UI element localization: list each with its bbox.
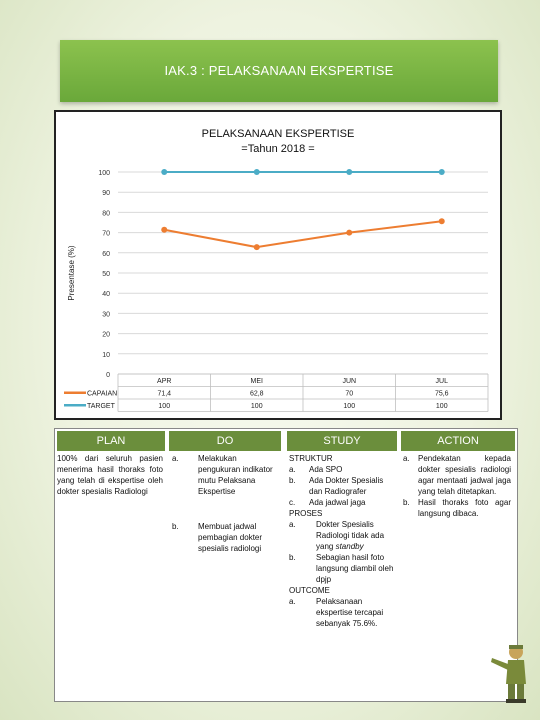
x-tick-label: JUL	[436, 378, 449, 385]
study-item: a. Dokter Spesialis Radiologi tidak ada y…	[289, 519, 397, 552]
study-header: STUDY	[287, 431, 397, 451]
data-label: 100	[343, 403, 355, 410]
title-banner: IAK.3 : PELAKSANAAN EKSPERTISE	[60, 40, 498, 102]
legend-label: TARGET	[87, 403, 116, 410]
do-header: DO	[169, 431, 281, 451]
chart-title: PELAKSANAAN EKSPERTISE	[201, 128, 355, 140]
do-item-text: Membuat jadwal pembagian dokter spesiali…	[198, 522, 263, 553]
data-label: 71,4	[157, 391, 171, 398]
study-item: b. Ada Dokter Spesialis dan Radiografer	[289, 475, 397, 497]
do-list: a. Melakukan pengukuran indikator mutu P…	[172, 453, 278, 566]
data-point	[346, 229, 353, 236]
action-item: a. Pendekatan kepada dokter spesialis ra…	[403, 453, 511, 497]
do-item-marker: b.	[172, 522, 179, 531]
study-item: a. Pelaksanaan ekspertise tercapai sebany…	[289, 596, 397, 629]
page-title: IAK.3 : PELAKSANAAN EKSPERTISE	[164, 63, 394, 78]
action-item-marker: b.	[403, 498, 410, 507]
data-point	[161, 226, 168, 233]
plan-header: PLAN	[57, 431, 165, 451]
y-tick-label: 30	[102, 311, 110, 318]
y-tick-label: 100	[98, 170, 110, 177]
action-list: a. Pendekatan kepada dokter spesialis ra…	[403, 453, 511, 519]
x-tick-label: JUN	[342, 378, 356, 385]
data-point	[253, 169, 260, 175]
series-line-capaian	[164, 220, 442, 249]
study-item: b. Sebagian hasil foto langsung diambil o…	[289, 552, 397, 585]
data-point	[161, 169, 168, 175]
study-outcome-label: OUTCOME	[289, 586, 330, 595]
data-point	[346, 169, 353, 175]
legend-label: CAPAIAN	[87, 391, 117, 398]
pointing-figure-illustration	[491, 645, 526, 703]
y-tick-label: 50	[102, 271, 110, 278]
study-proses-label: PROSES	[289, 509, 323, 518]
study-list: STRUKTUR a. Ada SPO b. Ada Dokter Spesiali…	[289, 453, 397, 629]
y-tick-label: 20	[102, 332, 110, 339]
study-item-emphasis: standby	[335, 542, 364, 551]
data-label: 100	[436, 403, 448, 410]
do-item-marker: a.	[172, 454, 179, 463]
pdsa-table: PLAN DO STUDY ACTION 100% dari seluruh p…	[54, 428, 518, 702]
study-item-text: Ada jadwal jaga	[309, 498, 366, 507]
study-item-text: Pelaksanaan ekspertise tercapai sebanyak…	[316, 597, 384, 628]
y-tick-label: 0	[106, 372, 110, 379]
y-tick-label: 40	[102, 291, 110, 298]
data-label: 100	[158, 403, 170, 410]
action-item-text: Pendekatan kepada dokter spesialis radio…	[418, 454, 511, 496]
do-item-text: Melakukan pengukuran indikator mutu Pela…	[198, 454, 273, 496]
action-item-text: Hasil thoraks foto agar langsung dibaca.	[418, 498, 511, 518]
chart-subtitle: =Tahun 2018 =	[241, 143, 315, 155]
action-item-marker: a.	[403, 454, 410, 463]
y-tick-label: 70	[102, 231, 110, 238]
y-tick-label: 80	[102, 210, 110, 217]
study-item-marker: a.	[289, 597, 296, 606]
y-axis-label: Presentase (%)	[67, 245, 76, 300]
study-item-marker: a.	[289, 520, 296, 529]
line-chart: 0 10 20 30 40 50 60 70 80 90 100 Presentase (%) APR M…	[64, 169, 489, 412]
y-tick-label: 60	[102, 251, 110, 258]
action-item: b. Hasil thoraks foto agar langsung diba…	[403, 497, 511, 519]
study-item-text: Ada SPO	[309, 465, 343, 474]
data-label: 100	[251, 403, 263, 410]
study-item: a. Ada SPO	[289, 464, 397, 475]
study-item-text: Dokter Spesialis Radiologi tidak ada yan…	[316, 520, 385, 551]
do-item: b. Membuat jadwal pembagian dokter spesi…	[172, 521, 278, 554]
study-struktur-label: STRUKTUR	[289, 454, 333, 463]
do-item: a. Melakukan pengukuran indikator mutu P…	[172, 453, 278, 497]
y-tick-label: 90	[102, 190, 110, 197]
data-point	[438, 218, 445, 225]
data-label: 62,8	[250, 391, 264, 398]
study-item: c. Ada jadwal jaga	[289, 497, 397, 508]
study-item-text: Sebagian hasil foto langsung diambil ole…	[316, 553, 394, 584]
data-label: 75,6	[435, 391, 449, 398]
y-tick-label: 10	[102, 352, 110, 359]
study-item-marker: a.	[289, 465, 296, 474]
study-item-marker: b.	[289, 553, 296, 562]
study-item-marker: b.	[289, 476, 296, 485]
data-point	[438, 169, 445, 175]
chart-container: PELAKSANAAN EKSPERTISE =Tahun 2018 = 0 10…	[54, 110, 502, 420]
data-label: 70	[345, 391, 353, 398]
study-item-text: Ada Dokter Spesialis dan Radiografer	[309, 476, 384, 496]
x-tick-label: APR	[157, 378, 171, 385]
study-item-marker: c.	[289, 498, 296, 507]
plan-text: 100% dari seluruh pasien menerima hasil …	[57, 454, 163, 496]
data-point	[253, 244, 260, 251]
action-header: ACTION	[401, 431, 515, 451]
x-tick-label: MEI	[251, 378, 264, 385]
